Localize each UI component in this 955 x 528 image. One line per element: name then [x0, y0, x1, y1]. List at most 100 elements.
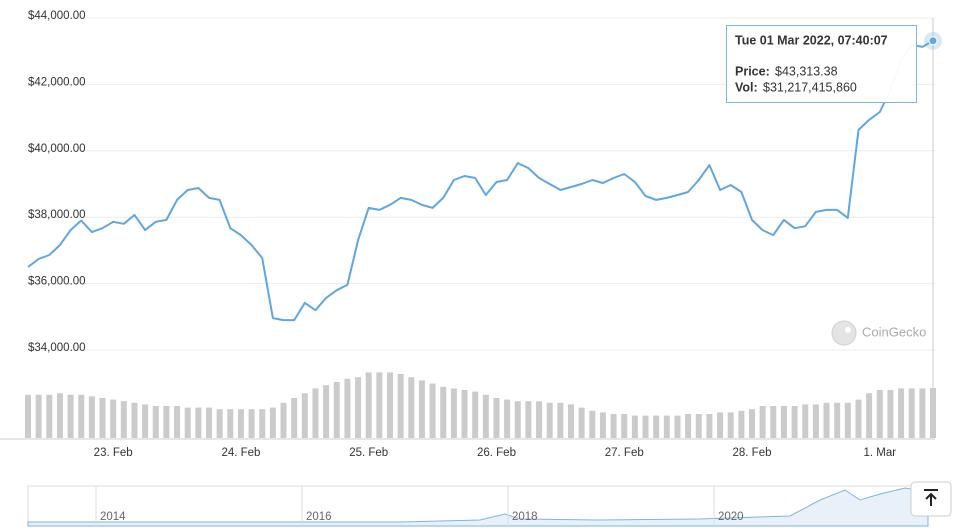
- volume-bar: [589, 410, 596, 438]
- x-tick-label: 27. Feb: [605, 447, 644, 459]
- volume-bar: [674, 415, 681, 438]
- volume-bar: [823, 402, 830, 438]
- volume-bar: [717, 412, 724, 438]
- volume-bar: [323, 385, 330, 438]
- volume-bar: [610, 414, 617, 438]
- volume-bar: [812, 404, 819, 438]
- volume-bar: [78, 394, 85, 438]
- volume-bar: [706, 414, 713, 438]
- volume-bar: [493, 398, 500, 438]
- volume-bar: [88, 396, 95, 438]
- volume-bar: [663, 415, 670, 438]
- volume-bar: [440, 386, 447, 438]
- volume-bar: [855, 399, 862, 438]
- x-tick-label: 1. Mar: [863, 447, 896, 459]
- volume-bar: [365, 372, 372, 438]
- volume-bar: [759, 406, 766, 438]
- volume-bar: [46, 394, 53, 438]
- volume-bar: [536, 401, 543, 438]
- watermark: CoinGecko: [831, 320, 926, 346]
- volume-bar: [248, 409, 255, 438]
- volume-layer: [25, 372, 936, 438]
- volume-bar: [514, 401, 521, 438]
- volume-bar: [834, 402, 841, 438]
- volume-bar: [429, 383, 436, 438]
- volume-bar: [355, 377, 362, 438]
- tooltip: Tue 01 Mar 2022, 07:40:07 Price: $43,313…: [726, 25, 917, 103]
- volume-bar: [333, 382, 340, 438]
- tooltip-vol-label: Vol:: [735, 80, 758, 94]
- volume-bar: [397, 374, 404, 438]
- volume-bar: [216, 409, 223, 438]
- y-tick-label: $44,000.00: [28, 10, 86, 22]
- volume-bar: [780, 406, 787, 438]
- volume-bar: [142, 404, 149, 438]
- volume-bar: [653, 415, 660, 438]
- volume-bar: [908, 388, 915, 438]
- x-tick-label: 25. Feb: [349, 447, 388, 459]
- volume-bar: [120, 401, 127, 438]
- volume-bar: [152, 406, 159, 438]
- volume-bar: [642, 415, 649, 438]
- navigator: 2014 2016 2018 2020: [27, 485, 929, 527]
- volume-bar: [206, 407, 212, 438]
- watermark-eye: [845, 327, 851, 333]
- volume-bar: [35, 394, 42, 438]
- volume-bar: [376, 372, 383, 438]
- volume-bar: [237, 409, 244, 438]
- volume-bar: [695, 414, 702, 438]
- tooltip-price: $43,313.38: [775, 64, 838, 78]
- volume-bar: [866, 393, 873, 438]
- volume-bar: [557, 402, 564, 438]
- tooltip-volume: $31,217,415,860: [763, 80, 857, 94]
- volume-bar: [685, 414, 692, 438]
- volume-bar: [738, 410, 745, 438]
- volume-bar: [770, 406, 777, 438]
- volume-bar: [568, 404, 574, 438]
- volume-bar: [546, 402, 553, 438]
- volume-bar: [291, 398, 298, 438]
- volume-bar: [259, 409, 266, 438]
- volume-bar: [408, 377, 415, 438]
- volume-bar: [599, 412, 606, 438]
- y-tick-label: $34,000.00: [28, 342, 86, 354]
- price-line: [27, 39, 934, 322]
- volume-bar: [174, 406, 181, 438]
- tooltip-box: [726, 25, 917, 103]
- back-to-top[interactable]: [910, 481, 952, 517]
- volume-bar: [312, 388, 319, 438]
- navigator-label: 2018: [512, 511, 538, 523]
- hover-point: [928, 36, 938, 46]
- y-tick-label: $42,000.00: [28, 76, 86, 88]
- volume-bar: [525, 401, 532, 438]
- volume-bar: [876, 390, 883, 438]
- x-tick-label: 26. Feb: [477, 447, 516, 459]
- volume-bar: [184, 407, 191, 438]
- watermark-text: CoinGecko: [862, 324, 926, 339]
- volume-bar: [919, 388, 926, 438]
- volume-bar: [791, 406, 798, 438]
- tooltip-price-label: Price:: [735, 64, 770, 78]
- volume-bar: [269, 407, 276, 438]
- volume-bar: [99, 398, 106, 438]
- volume-bar: [749, 409, 755, 438]
- volume-bar: [227, 409, 234, 438]
- volume-bar: [504, 399, 511, 438]
- grid-layer: $34,000.00 $36,000.00 $38,000.00 $40,000.00…: [0, 10, 935, 459]
- volume-bar: [195, 407, 202, 438]
- volume-bar: [25, 394, 31, 438]
- volume-bar: [631, 415, 638, 438]
- volume-bar: [898, 388, 905, 438]
- volume-bar: [461, 390, 468, 438]
- volume-bar: [110, 399, 117, 438]
- back-to-top-icon: [924, 489, 938, 506]
- volume-bar: [131, 402, 138, 438]
- x-tick-label: 24. Feb: [221, 447, 260, 459]
- volume-bar: [56, 393, 63, 438]
- volume-bar: [387, 372, 393, 438]
- volume-bar: [450, 388, 457, 438]
- volume-bar: [344, 378, 351, 438]
- y-tick-label: $40,000.00: [28, 143, 86, 155]
- volume-bar: [844, 402, 851, 438]
